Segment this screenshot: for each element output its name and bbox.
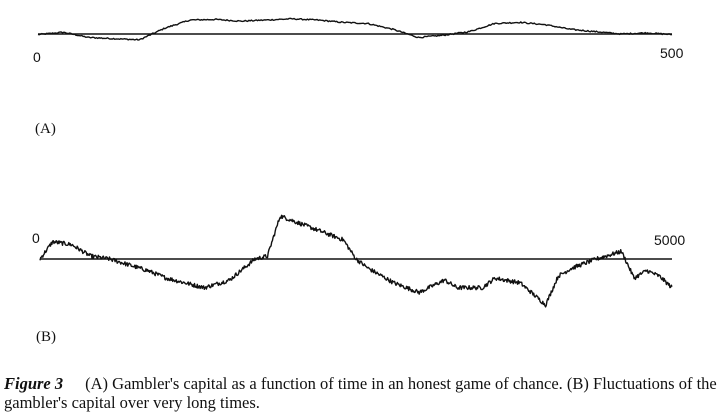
panel-label: (B) [36, 329, 56, 345]
x-end-tick-label: 500 [660, 45, 684, 61]
chart-panel-a: 0 500 (A) [33, 17, 684, 137]
x-start-tick-label: 0 [33, 49, 41, 65]
x-end-tick-label: 5000 [654, 232, 685, 248]
figure: 0 500 (A) 0 5000 (B) [32, 17, 685, 345]
series-line [37, 17, 673, 41]
figure-caption: Figure 3 (A) Gambler's capital as a funct… [4, 374, 720, 412]
chart-panel-b: 0 5000 (B) [32, 214, 685, 345]
figure-caption-text: (A) Gambler's capital as a function of t… [4, 374, 717, 412]
figure-caption-label: Figure 3 [4, 374, 64, 393]
panel-label: (A) [35, 121, 56, 137]
x-start-tick-label: 0 [32, 230, 40, 246]
series-line [39, 214, 673, 308]
